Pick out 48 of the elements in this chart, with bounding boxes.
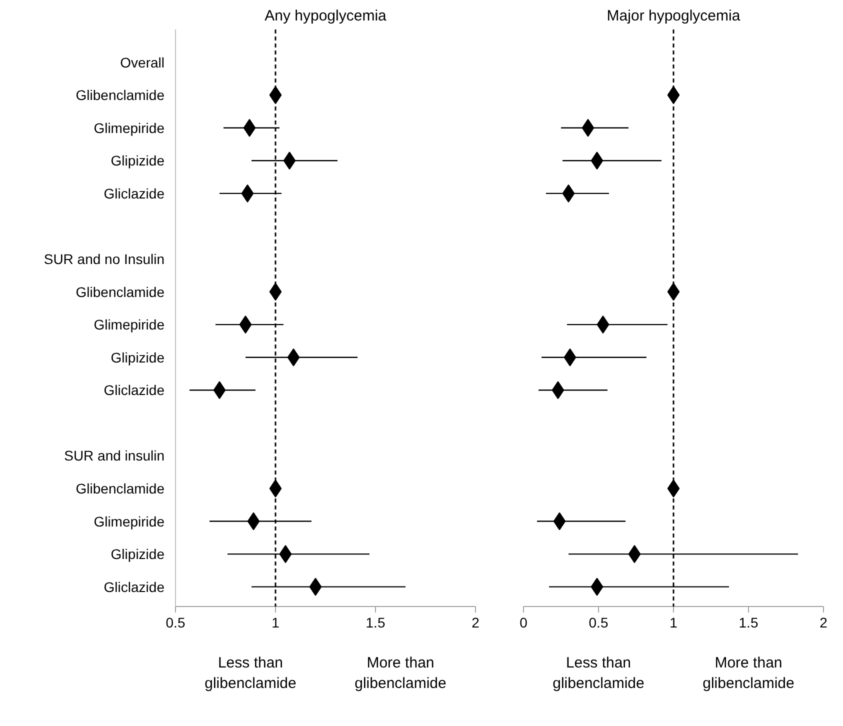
y-tick-label: Glimepiride [94,513,165,530]
x-tick-label: 1.5 [366,614,386,630]
y-tick-label: Overall [120,54,165,70]
point [309,578,322,596]
point [628,545,641,564]
x-tick-label: 1 [272,614,280,630]
y-tick-label: Gliclazide [104,382,165,398]
text: More than glibenclamide [702,654,794,692]
point [562,184,575,202]
y-tick-label: Glipizide [110,546,165,562]
x-tick-label: 1 [670,614,678,630]
text: More than glibenclamide [354,654,446,692]
y-tick-label: Glimepiride [94,120,165,136]
chart-title: Any hypoglycemia [264,8,388,24]
point [239,316,252,334]
point [247,512,260,530]
point [564,348,576,366]
y-tick-label: Glipizide [110,152,165,169]
y-tick-label: SUR and insulin [64,448,165,464]
point [582,118,594,137]
x-tick-label: 2 [472,614,480,630]
point [283,152,296,170]
x-tick-label: 1.5 [738,614,758,630]
x-tick-label: 0.5 [588,614,608,630]
point [241,184,254,202]
x-tick-label: 0.5 [166,614,186,630]
x-tick-label: 2 [820,614,828,630]
y-tick-label: Glibenclamide [76,480,165,496]
y-tick-label: Glibenclamide [76,87,165,104]
x-tick-label: 0 [520,614,528,630]
point [243,118,256,137]
text: Less than glibenclamide [552,654,644,692]
chart-title: Major hypoglycemia [606,8,741,24]
point [552,381,564,400]
y-tick-label: Glipizide [110,349,165,366]
y-tick-label: SUR and no Insulin [44,250,165,267]
y-tick-label: Gliclazide [104,185,165,202]
y-tick-label: Glimepiride [94,316,165,333]
point [213,381,226,400]
point [553,512,566,530]
text: Less than glibenclamide [204,654,296,692]
point [590,578,604,596]
point [287,348,300,366]
point [596,316,610,334]
y-tick-label: Glibenclamide [76,284,165,300]
point [590,152,604,170]
point [279,545,292,564]
y-tick-label: Gliclazide [104,578,165,595]
